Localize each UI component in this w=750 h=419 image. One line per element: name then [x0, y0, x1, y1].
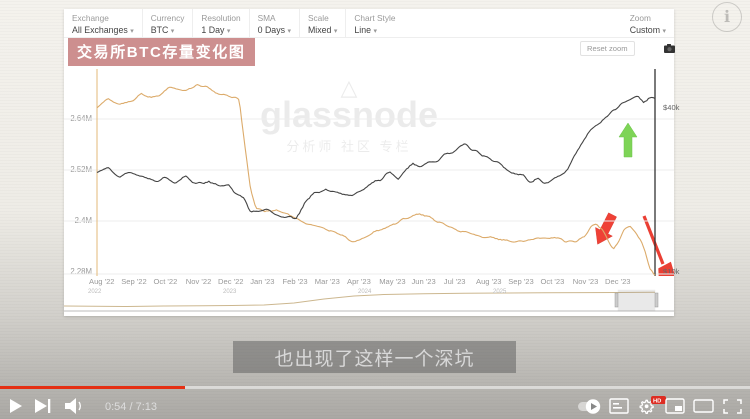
svg-text:HD: HD: [653, 398, 661, 404]
svg-text:0:54 / 7:13: 0:54 / 7:13: [105, 401, 157, 413]
